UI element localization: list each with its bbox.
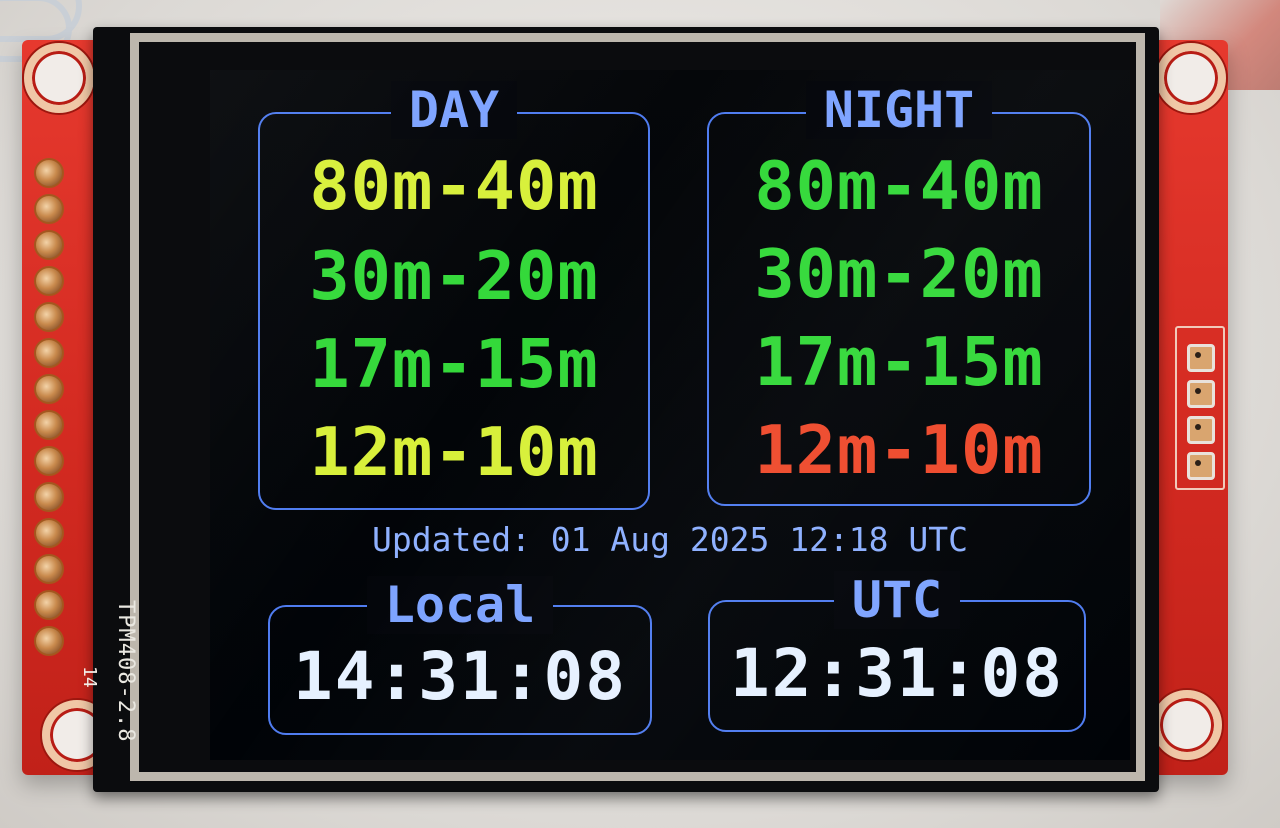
- header-pin: [34, 374, 64, 404]
- header-pin: [1187, 380, 1215, 408]
- header-pin: [34, 446, 64, 476]
- local-title: Local: [270, 575, 650, 635]
- header-pin: [34, 230, 64, 260]
- sd-pin-header: [1175, 326, 1225, 490]
- header-pin: [34, 266, 64, 296]
- header-pin: [34, 302, 64, 332]
- day-band-row: 17m-15m: [309, 325, 599, 403]
- header-pin: [1187, 344, 1215, 372]
- day-title: DAY: [260, 80, 648, 140]
- utc-title: UTC: [710, 570, 1084, 630]
- day-band-row: 12m-10m: [309, 413, 599, 491]
- night-title: NIGHT: [709, 80, 1089, 140]
- header-pin: [34, 554, 64, 584]
- header-pin: [34, 482, 64, 512]
- board-model-label: TPM408-2.8: [113, 600, 138, 743]
- night-band-row: 30m-20m: [754, 235, 1044, 313]
- lcd-bezel-frame: [130, 33, 1145, 781]
- mounting-hole-top-right: [1156, 43, 1226, 113]
- night-band-row: 12m-10m: [754, 411, 1044, 489]
- night-band-row: 80m-40m: [754, 147, 1044, 225]
- local-time: 14:31:08: [293, 638, 627, 715]
- local-clock-panel: Local 14:31:08: [268, 576, 652, 735]
- header-pin: [34, 158, 64, 188]
- header-pin: [1187, 416, 1215, 444]
- day-band-row: 80m-40m: [309, 147, 599, 225]
- header-pin: [34, 338, 64, 368]
- mounting-hole-bottom-right: [1152, 690, 1222, 760]
- header-pin: [34, 194, 64, 224]
- mounting-hole-top-left: [24, 43, 94, 113]
- header-pin: [34, 590, 64, 620]
- utc-clock-panel: UTC 12:31:08: [708, 571, 1086, 732]
- updated-timestamp: Updated: 01 Aug 2025 12:18 UTC: [371, 520, 969, 559]
- day-band-row: 30m-20m: [309, 237, 599, 315]
- header-pin: [34, 410, 64, 440]
- utc-time: 12:31:08: [730, 635, 1064, 712]
- header-pin: [34, 518, 64, 548]
- pin-number-label: 14: [79, 666, 100, 688]
- day-panel: DAY 80m-40m 30m-20m 17m-15m 12m-10m: [258, 81, 650, 510]
- header-pin: [1187, 452, 1215, 480]
- lcd-screen: DAY 80m-40m 30m-20m 17m-15m 12m-10m NIGH…: [210, 70, 1130, 760]
- night-panel: NIGHT 80m-40m 30m-20m 17m-15m 12m-10m: [707, 81, 1091, 506]
- night-band-row: 17m-15m: [754, 323, 1044, 401]
- header-pin: [34, 626, 64, 656]
